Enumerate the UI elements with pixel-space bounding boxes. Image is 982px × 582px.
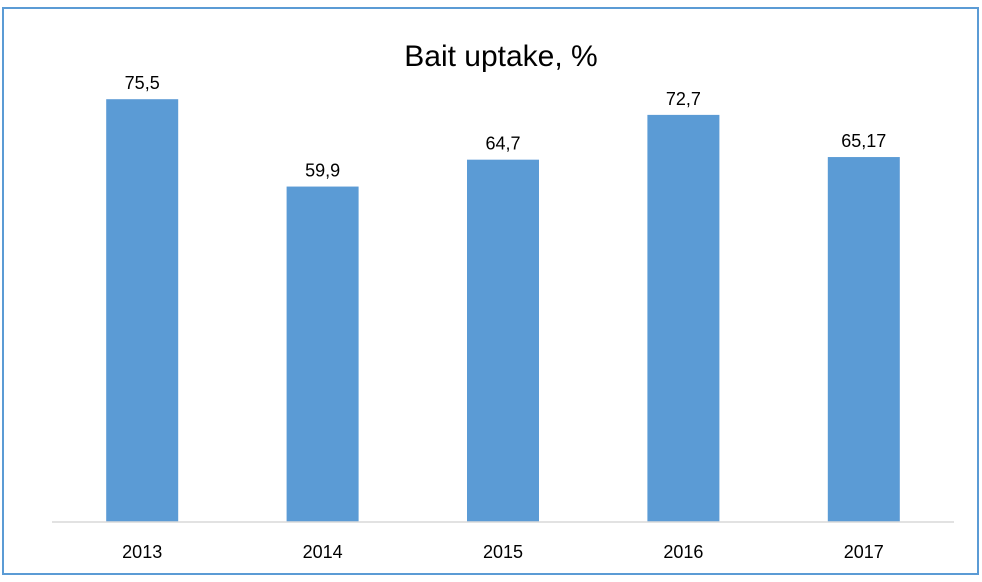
x-tick-label-2015: 2015	[483, 542, 523, 562]
bar-2013	[106, 99, 179, 522]
data-label-2014: 59,9	[305, 161, 340, 181]
x-tick-label-2017: 2017	[844, 542, 884, 562]
x-tick-label-2013: 2013	[122, 542, 162, 562]
bars-group	[106, 99, 900, 522]
bar-2015	[467, 159, 539, 522]
data-label-2016: 72,7	[666, 89, 701, 109]
x-tick-labels-group: 2013 2014 2015 2016 2017	[122, 542, 884, 562]
bar-2016	[647, 114, 720, 522]
chart-title: Bait uptake, %	[404, 40, 597, 73]
bar-2014	[286, 186, 359, 522]
x-tick-label-2014: 2014	[303, 542, 343, 562]
data-label-2015: 64,7	[485, 134, 520, 154]
value-labels-group: 75,5 59,9 64,7 72,7 65,17	[125, 73, 887, 180]
data-label-2017: 65,17	[841, 131, 886, 151]
data-label-2013: 75,5	[125, 73, 160, 93]
bar-2017	[827, 157, 900, 522]
x-tick-label-2016: 2016	[663, 542, 703, 562]
